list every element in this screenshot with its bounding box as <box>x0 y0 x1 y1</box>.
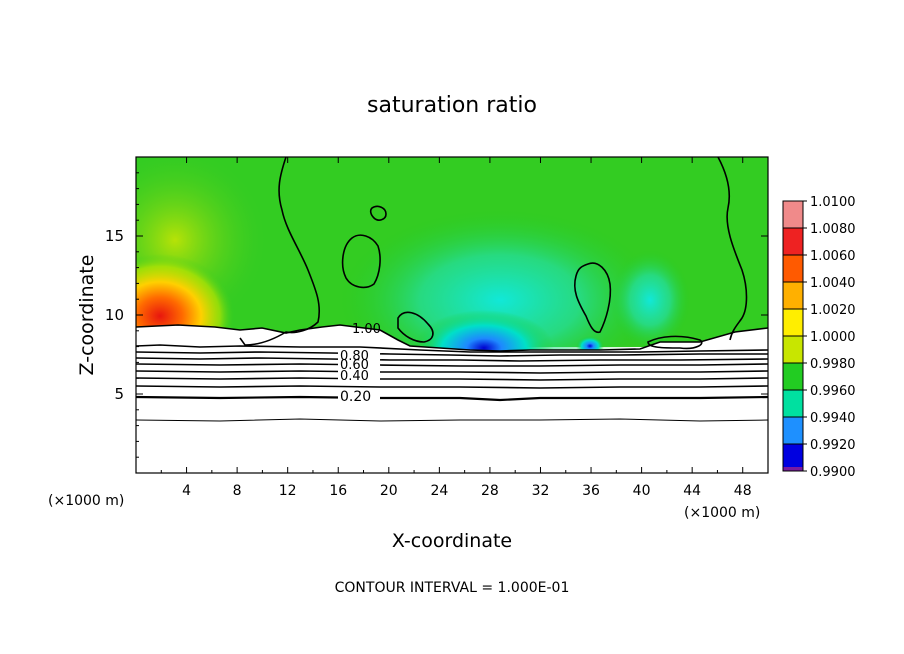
contour-label-0-40: 0.40 <box>340 369 369 384</box>
x-axis: 4 8 12 16 20 24 28 32 36 40 44 48 <box>160 157 752 499</box>
contour-1-00-left <box>239 157 321 346</box>
field-cool-right <box>610 250 690 350</box>
contour-0-50 <box>136 370 768 374</box>
contour-0-80 <box>136 351 768 357</box>
heatmap-field <box>136 157 768 473</box>
colorbar-segment <box>783 255 803 282</box>
contour-0-10 <box>136 418 768 422</box>
x-units-left: (×1000 m) <box>48 493 124 509</box>
contour-1-00-right-plume <box>717 157 748 341</box>
colorbar-segment <box>783 201 803 228</box>
colorbar-level-label: 0.9940 <box>810 411 856 426</box>
y-tick-label: 10 <box>105 306 124 324</box>
x-tick-label: 48 <box>734 483 752 499</box>
contour-label-1-00: 1.00 <box>352 322 381 337</box>
contour-0-20 <box>136 395 768 402</box>
x-tick-label: 36 <box>582 483 600 499</box>
colorbar-level-label: 0.9980 <box>810 357 856 372</box>
colorbar-level-label: 0.9920 <box>810 438 856 453</box>
colorbar-segment <box>783 444 803 471</box>
colorbar: 1.0100 1.0080 1.0060 1.0040 1.0020 1.0000 0.99… <box>782 195 856 480</box>
colorbar-segment <box>783 363 803 390</box>
contour-0-40 <box>136 377 768 381</box>
contour-label-bg-040 <box>338 368 380 382</box>
colorbar-level-label: 1.0100 <box>810 195 856 210</box>
contour-interval-note: CONTOUR INTERVAL = 1.000E-01 <box>335 580 570 596</box>
contour-0-90 <box>136 344 768 353</box>
contour-1-00-island-b <box>369 205 387 221</box>
contour-labels: 1.00 0.80 0.60 0.40 0.20 <box>338 322 381 405</box>
colorbar-segment <box>783 336 803 363</box>
x-tick-label: 32 <box>532 483 550 499</box>
chart-title: saturation ratio <box>367 93 537 118</box>
colorbar-level-label: 1.0060 <box>810 249 856 264</box>
contour-0-60 <box>136 363 768 367</box>
contour-label-0-20: 0.20 <box>340 389 371 405</box>
colorbar-level-label: 0.9960 <box>810 384 856 399</box>
contour-lines <box>136 157 768 422</box>
x-tick-label: 16 <box>329 483 347 499</box>
contour-label-bg-020 <box>338 389 380 403</box>
colorbar-segment <box>783 390 803 417</box>
y-tick-label: 5 <box>114 385 124 403</box>
contour-0-70 <box>136 357 768 362</box>
x-tick-label: 24 <box>430 483 448 499</box>
colorbar-segment <box>783 417 803 444</box>
y-axis-label: Z-coordinate <box>76 255 98 376</box>
y-tick-label: 15 <box>105 227 124 245</box>
colorbar-segment <box>783 282 803 309</box>
x-tick-label: 40 <box>633 483 651 499</box>
contour-1-00-island-c <box>573 262 612 334</box>
contour-0-30 <box>136 385 768 389</box>
colorbar-level-label: 1.0080 <box>810 222 856 237</box>
colorbar-segment <box>783 228 803 255</box>
x-tick-label: 4 <box>182 483 191 499</box>
x-tick-label: 12 <box>279 483 297 499</box>
colorbar-segment-min <box>783 467 803 471</box>
contour-1-00-lobe-e <box>647 335 703 350</box>
x-tick-label: 8 <box>233 483 242 499</box>
x-tick-label: 44 <box>683 483 701 499</box>
contour-1-00-lobe-d <box>397 311 434 343</box>
colorbar-level-label: 1.0000 <box>810 330 856 345</box>
x-units-right: (×1000 m) <box>684 505 760 521</box>
contour-1-00-cloud-base <box>136 324 768 352</box>
y-axis: 5 10 15 <box>105 172 768 458</box>
x-tick-label: 28 <box>481 483 499 499</box>
contour-label-0-80: 0.80 <box>340 349 369 364</box>
contour-label-bg-060 <box>338 358 380 370</box>
x-tick-label: 20 <box>380 483 398 499</box>
x-axis-label: X-coordinate <box>392 530 512 552</box>
contour-1-00-island-a <box>341 234 381 289</box>
colorbar-level-label: 0.9900 <box>810 465 856 480</box>
colorbar-level-label: 1.0040 <box>810 276 856 291</box>
contour-label-0-60: 0.60 <box>340 358 369 373</box>
colorbar-segment <box>783 309 803 336</box>
colorbar-level-label: 1.0020 <box>810 303 856 318</box>
